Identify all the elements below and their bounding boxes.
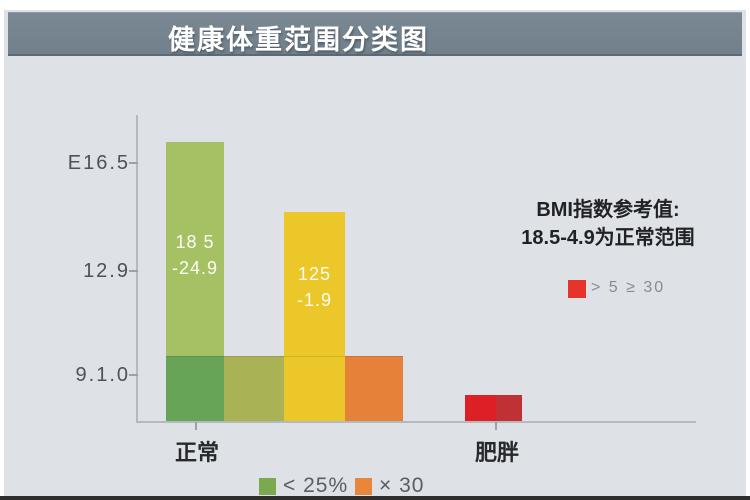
bar-olive-base-band (224, 356, 284, 421)
bottom-strip (0, 496, 750, 500)
bar-overweight-label-line1: 125 (297, 264, 332, 284)
base-band-top-edge (166, 356, 403, 357)
y-tick-label-1: 12.9 (83, 260, 130, 282)
y-tick-mark-1 (129, 270, 138, 272)
bar-normal-base-band (166, 356, 224, 421)
x-tick-mark-0 (195, 422, 197, 430)
y-tick-label-2: 9.1.0 (75, 364, 130, 386)
y-tick-mark-0 (129, 162, 138, 164)
bar-overweight-range (284, 212, 345, 421)
header-bar: 健康体重范围分类图 (8, 12, 742, 56)
legend-label-obese: > 5 ≥ 30 (591, 279, 666, 296)
y-axis-line (136, 115, 138, 422)
x-tick-mark-1 (495, 422, 497, 430)
bar-obese-left (465, 395, 496, 421)
bmi-reference-range: 18.5-4.9为正常范围 (521, 227, 695, 249)
legend-swatch-green (259, 478, 276, 495)
chart-background (4, 10, 746, 497)
x-category-label-normal: 正常 (174, 440, 219, 465)
y-tick-mark-2 (129, 374, 138, 376)
x-category-label-obese: 肥胖 (474, 440, 519, 465)
bar-normal-label-line2: -24.9 (171, 258, 219, 278)
bmi-reference-title: BMI指数参考值: (536, 199, 680, 221)
legend-swatch-orange (355, 478, 372, 495)
bar-normal-label-line1: 18 5 (175, 232, 215, 252)
bar-overweight-label-line2: -1.9 (296, 290, 333, 310)
bar-obese-right (496, 395, 522, 421)
legend-label-orange: × 30 (379, 474, 425, 497)
bar-normal-range (166, 142, 224, 356)
page-title: 健康体重范围分类图 (168, 25, 429, 55)
x-axis-line (136, 421, 696, 423)
legend-label-green: < 25% (283, 474, 349, 497)
legend-swatch-obese (568, 280, 586, 298)
bar-orange-base-band (345, 356, 403, 421)
y-tick-label-0: E16.5 (67, 152, 130, 174)
